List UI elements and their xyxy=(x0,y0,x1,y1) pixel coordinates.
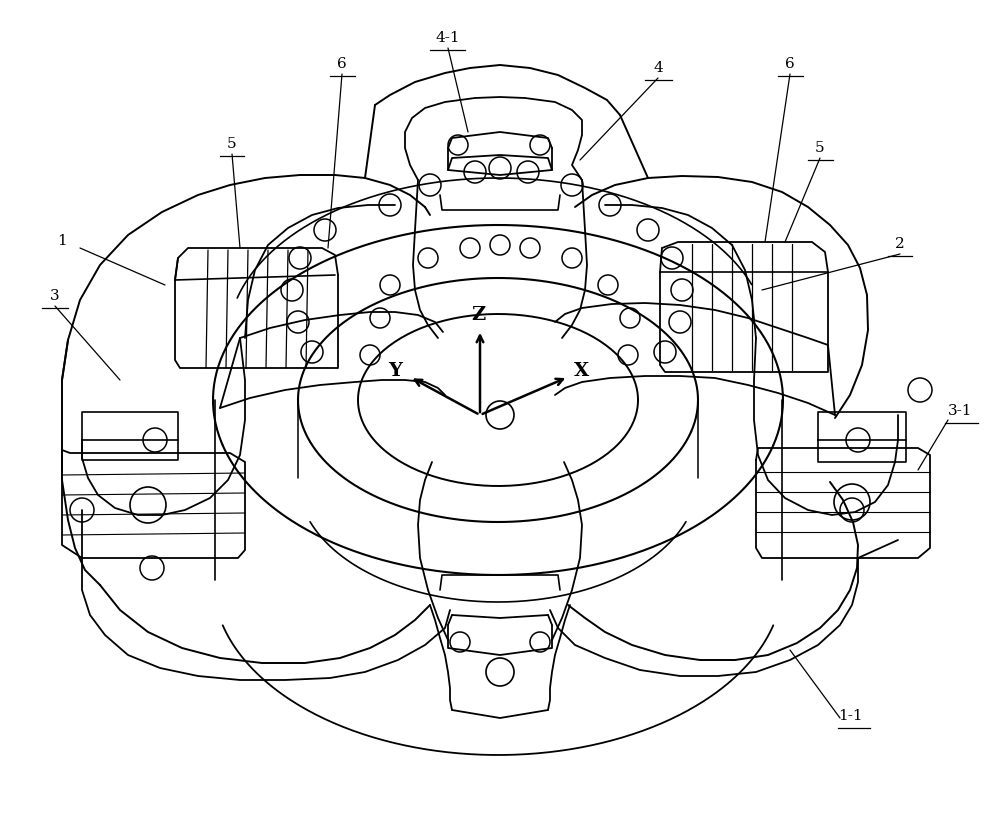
Text: 6: 6 xyxy=(337,57,347,71)
Text: 5: 5 xyxy=(227,137,237,151)
Text: 3: 3 xyxy=(50,289,60,303)
Text: 4: 4 xyxy=(653,61,663,75)
Text: 1: 1 xyxy=(57,234,67,248)
Text: 5: 5 xyxy=(815,141,825,155)
Text: 6: 6 xyxy=(785,57,795,71)
Text: Z: Z xyxy=(471,306,485,324)
Text: 2: 2 xyxy=(895,237,905,251)
Text: X: X xyxy=(574,362,590,380)
Text: Y: Y xyxy=(388,362,402,380)
Text: 4-1: 4-1 xyxy=(436,31,460,45)
Text: 1-1: 1-1 xyxy=(838,709,863,723)
Text: 3-1: 3-1 xyxy=(948,404,972,418)
